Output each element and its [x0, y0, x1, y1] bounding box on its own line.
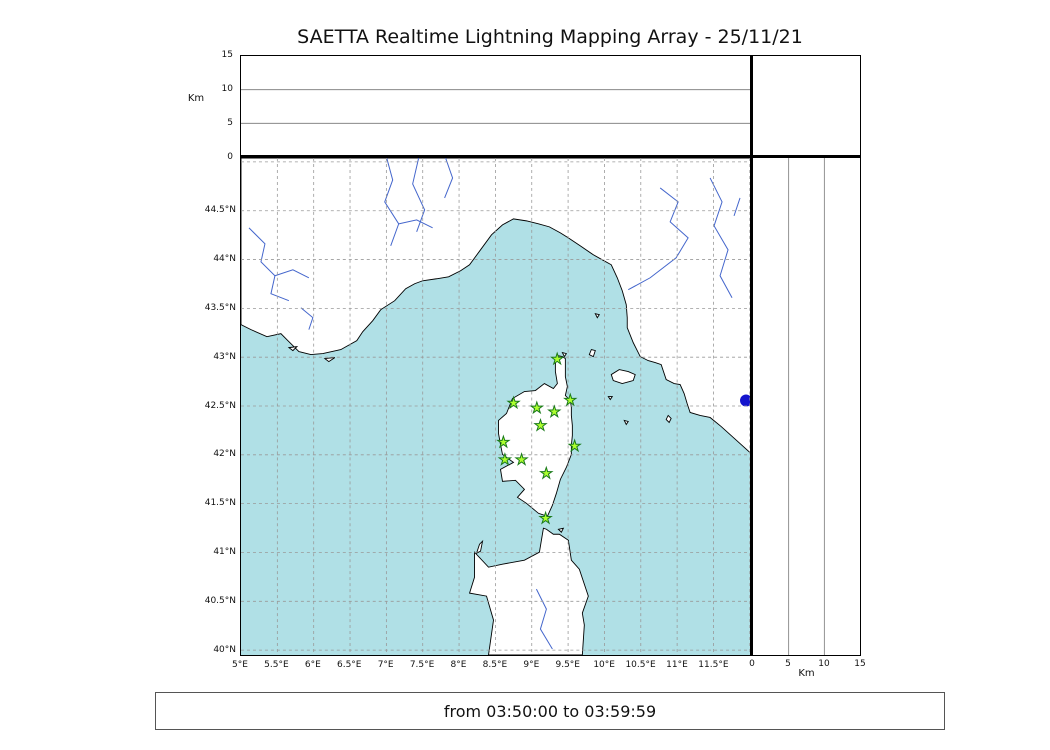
- lon-tick-label: 5°E: [232, 660, 248, 670]
- time-range-box: from 03:50:00 to 03:59:59: [155, 692, 945, 730]
- lon-tick-label: 11°E: [666, 660, 688, 670]
- river: [628, 187, 689, 291]
- island-montecristo: [623, 419, 629, 426]
- river: [444, 158, 454, 199]
- altitude-axis-label-top: Km: [187, 93, 205, 104]
- lake-bolsena: [740, 394, 752, 407]
- lon-tick-label: 11.5°E: [698, 660, 729, 670]
- lon-tick-label: 9°E: [523, 660, 540, 670]
- lon-tick-label: 10.5°E: [625, 660, 656, 670]
- lat-tick-label: 40.5°N: [204, 596, 236, 607]
- altitude-longitude-panel: [240, 55, 753, 158]
- lon-tick-label: 5.5°E: [264, 660, 289, 670]
- river: [384, 158, 400, 246]
- station-markers: [496, 351, 582, 525]
- rivers: [248, 158, 741, 650]
- island-frioul: [287, 346, 299, 352]
- alt-tick-label-top: 15: [221, 50, 233, 60]
- lat-tick-label: 43°N: [213, 351, 236, 362]
- corner-panel: [752, 55, 861, 158]
- island-asinara: [475, 539, 484, 555]
- alt-tick-label-top: 0: [227, 152, 233, 162]
- frame-thick-vertical: [750, 55, 753, 656]
- alt-tick-label-right: 15: [854, 659, 866, 669]
- lon-tick-label: 6.5°E: [336, 660, 362, 670]
- station-marker: [539, 465, 554, 480]
- river: [535, 588, 553, 650]
- island-gorgona: [594, 313, 601, 319]
- river: [412, 158, 426, 233]
- altitude-axis-label-right: Km: [798, 668, 815, 679]
- island-giglio: [665, 414, 672, 424]
- alt-tick-label-top: 5: [227, 118, 233, 128]
- island-porquerolles: [323, 357, 336, 363]
- lon-tick-label: 7.5°E: [409, 660, 435, 670]
- lon-tick-label: 8.5°E: [482, 660, 508, 670]
- alt-tick-label-right: 0: [749, 659, 755, 669]
- station-marker: [533, 417, 548, 432]
- sardinia: [468, 527, 589, 655]
- island-giraglia: [561, 351, 568, 358]
- station-marker: [497, 452, 513, 466]
- island-pianosa: [607, 396, 614, 401]
- river: [248, 227, 290, 302]
- map-svg: [241, 158, 752, 655]
- lat-tick-label: 43.5°N: [204, 302, 236, 313]
- lon-tick-label: 8°E: [450, 660, 467, 670]
- station-marker: [538, 510, 553, 525]
- lon-tick-label: 10°E: [593, 660, 615, 670]
- lat-tick-label: 44.5°N: [204, 204, 236, 215]
- river: [733, 197, 741, 217]
- lon-tick-label: 6°E: [304, 660, 321, 670]
- frame-thick-horizontal: [240, 155, 861, 158]
- map-panel: [240, 157, 753, 656]
- lat-tick-label: 44°N: [213, 253, 236, 264]
- altitude-longitude-svg: [241, 89, 752, 124]
- lon-tick-label: 7°E: [377, 660, 394, 670]
- lat-tick-label: 40°N: [213, 645, 236, 656]
- river: [398, 219, 433, 229]
- island-maddalena: [557, 527, 565, 534]
- altitude-latitude-panel: [752, 157, 861, 656]
- lon-tick-label: 9.5°E: [555, 660, 580, 670]
- station-marker: [514, 452, 529, 466]
- time-range-text: from 03:50:00 to 03:59:59: [443, 701, 657, 721]
- altitude-latitude-svg: [788, 158, 825, 655]
- station-marker: [549, 351, 565, 366]
- island-capraia: [588, 349, 596, 358]
- island-elba: [610, 369, 636, 385]
- landmasses: [241, 158, 752, 655]
- map-gridlines: [241, 158, 752, 655]
- alt-tick-label-top: 10: [221, 84, 233, 94]
- lat-tick-label: 41°N: [213, 547, 236, 558]
- lat-tick-label: 41.5°N: [204, 498, 236, 509]
- lat-tick-label: 42°N: [213, 449, 236, 460]
- river: [300, 307, 314, 330]
- station-marker: [496, 434, 511, 449]
- lat-tick-label: 42.5°N: [204, 400, 236, 411]
- river: [709, 177, 733, 298]
- figure-title: SAETTA Realtime Lightning Mapping Array …: [297, 26, 803, 48]
- station-marker: [563, 392, 578, 407]
- alt-tick-label-right: 10: [818, 659, 830, 669]
- station-marker: [547, 404, 562, 418]
- river: [274, 269, 310, 279]
- station-marker: [567, 438, 582, 453]
- station-marker: [529, 400, 545, 415]
- station-marker: [506, 395, 521, 410]
- alt-tick-label-right: 5: [785, 659, 791, 669]
